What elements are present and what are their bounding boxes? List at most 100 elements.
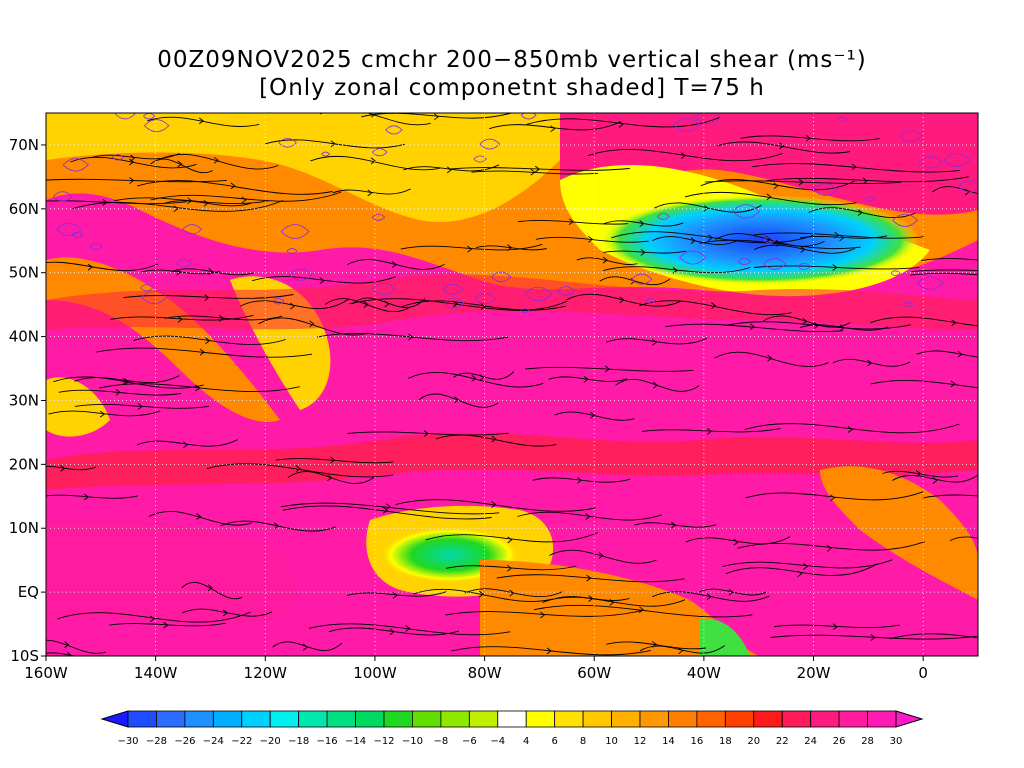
streamline-arrow bbox=[330, 456, 336, 464]
streamline-arrow bbox=[583, 375, 589, 383]
lat-tick-label: EQ bbox=[18, 583, 39, 601]
contour-line bbox=[286, 248, 298, 255]
contour-line bbox=[837, 116, 848, 122]
contour-line bbox=[890, 270, 901, 276]
colorbar-cell bbox=[383, 710, 413, 728]
lon-tick-label: 80W bbox=[468, 664, 502, 682]
colorbar-cell bbox=[696, 710, 726, 728]
colorbar-label: −4 bbox=[490, 736, 505, 747]
streamline-arrow bbox=[802, 317, 808, 325]
streamline-arrow bbox=[382, 506, 388, 514]
contour-line bbox=[958, 180, 978, 193]
contour-line bbox=[943, 153, 971, 167]
colorbar-cell bbox=[412, 710, 442, 728]
contour-line bbox=[474, 292, 497, 305]
streamline-arrow bbox=[598, 552, 604, 559]
contour-line bbox=[917, 276, 944, 290]
streamline-arrow bbox=[640, 249, 646, 256]
colorbar-label: −14 bbox=[345, 736, 366, 747]
streamline-arrow bbox=[385, 503, 391, 511]
streamline-arrow bbox=[367, 189, 373, 197]
streamline-arrow bbox=[327, 474, 333, 482]
streamline-arrow bbox=[766, 193, 772, 201]
contour-line bbox=[62, 158, 89, 172]
streamline-arrow bbox=[507, 536, 513, 544]
colorbar-cell bbox=[554, 710, 584, 728]
contour-line bbox=[657, 213, 670, 220]
streamline-arrow bbox=[207, 584, 213, 592]
streamline-arrow bbox=[678, 647, 684, 655]
colorbar-cell bbox=[724, 710, 755, 728]
contour-line bbox=[763, 236, 777, 244]
lon-tick-label: 140W bbox=[134, 664, 178, 682]
colorbar-cell bbox=[838, 710, 868, 728]
contour-line bbox=[813, 183, 838, 196]
streamline-arrow bbox=[609, 599, 615, 606]
lat-tick-label: 30N bbox=[9, 391, 39, 409]
colorbar-left-arrow bbox=[100, 710, 129, 728]
streamline-arrow bbox=[163, 621, 169, 629]
contour-line bbox=[631, 273, 653, 285]
streamline-arrow bbox=[546, 647, 552, 655]
streamline-arrow bbox=[471, 375, 477, 382]
streamline-arrow bbox=[932, 477, 938, 484]
streamline-arrow bbox=[129, 177, 135, 184]
streamline-arrow bbox=[530, 168, 536, 176]
colorbar-cell bbox=[184, 710, 214, 728]
region-low-shear-blue bbox=[600, 195, 920, 285]
contour-line bbox=[645, 297, 657, 304]
streamline-arrow bbox=[767, 354, 773, 362]
streamline-arrow bbox=[446, 166, 452, 174]
lat-tick-label: 50N bbox=[9, 264, 39, 282]
streamline-arrow bbox=[480, 303, 486, 310]
region-north-yellow bbox=[46, 113, 560, 222]
streamline-arrow bbox=[303, 643, 309, 651]
contour-line bbox=[371, 282, 396, 296]
streamline-arrow bbox=[173, 205, 179, 213]
streamline bbox=[889, 633, 978, 640]
region-north-magenta bbox=[560, 113, 978, 215]
contour-line bbox=[140, 284, 154, 292]
streamline-arrow bbox=[950, 380, 956, 388]
colorbar-label: −28 bbox=[146, 736, 167, 747]
streamline-arrow bbox=[652, 338, 658, 346]
contour-line bbox=[143, 113, 156, 120]
streamline bbox=[922, 494, 978, 499]
lat-tick-label: 10N bbox=[9, 519, 39, 537]
colorbar-label: −20 bbox=[260, 736, 281, 747]
contour-line bbox=[763, 258, 787, 270]
streamline bbox=[352, 297, 426, 308]
colorbar-label: −12 bbox=[373, 736, 394, 747]
streamline-arrow bbox=[371, 113, 377, 118]
colorbar-label: −8 bbox=[434, 736, 449, 747]
streamline-arrow bbox=[577, 476, 583, 484]
lon-tick-label: 60W bbox=[577, 664, 611, 682]
colorbar-cell bbox=[639, 710, 669, 728]
colorbar-right-arrow bbox=[895, 710, 924, 728]
contour-line bbox=[443, 298, 465, 309]
contour-line bbox=[175, 259, 192, 268]
streamline-arrow bbox=[363, 301, 369, 308]
contour-line bbox=[52, 191, 73, 202]
streamline-arrow bbox=[208, 268, 214, 275]
colorbar-cell bbox=[611, 710, 641, 728]
streamline-arrow bbox=[775, 239, 781, 247]
streamline-arrow bbox=[509, 589, 515, 597]
title-line-2: [Only zonal componetnt shaded] T=75 h bbox=[259, 75, 765, 101]
colorbar-label: −6 bbox=[462, 736, 477, 747]
streamline-arrow bbox=[129, 158, 135, 166]
contour-line bbox=[272, 298, 285, 305]
colorbar-label: 28 bbox=[861, 736, 874, 747]
region-south-green bbox=[700, 619, 750, 656]
colorbar-cell bbox=[668, 710, 698, 728]
colorbar-label: 18 bbox=[719, 736, 732, 747]
streamline-arrow bbox=[805, 134, 811, 142]
streamline-arrow bbox=[568, 218, 574, 226]
streamline-arrow bbox=[997, 495, 1001, 501]
streamline-arrow bbox=[309, 320, 315, 328]
colorbar-label: 4 bbox=[523, 736, 529, 747]
colorbar-label: −16 bbox=[317, 736, 338, 747]
lon-tick-label: 0 bbox=[918, 664, 928, 682]
streamline-arrow bbox=[102, 199, 108, 206]
streamline-arrow bbox=[998, 269, 1002, 275]
